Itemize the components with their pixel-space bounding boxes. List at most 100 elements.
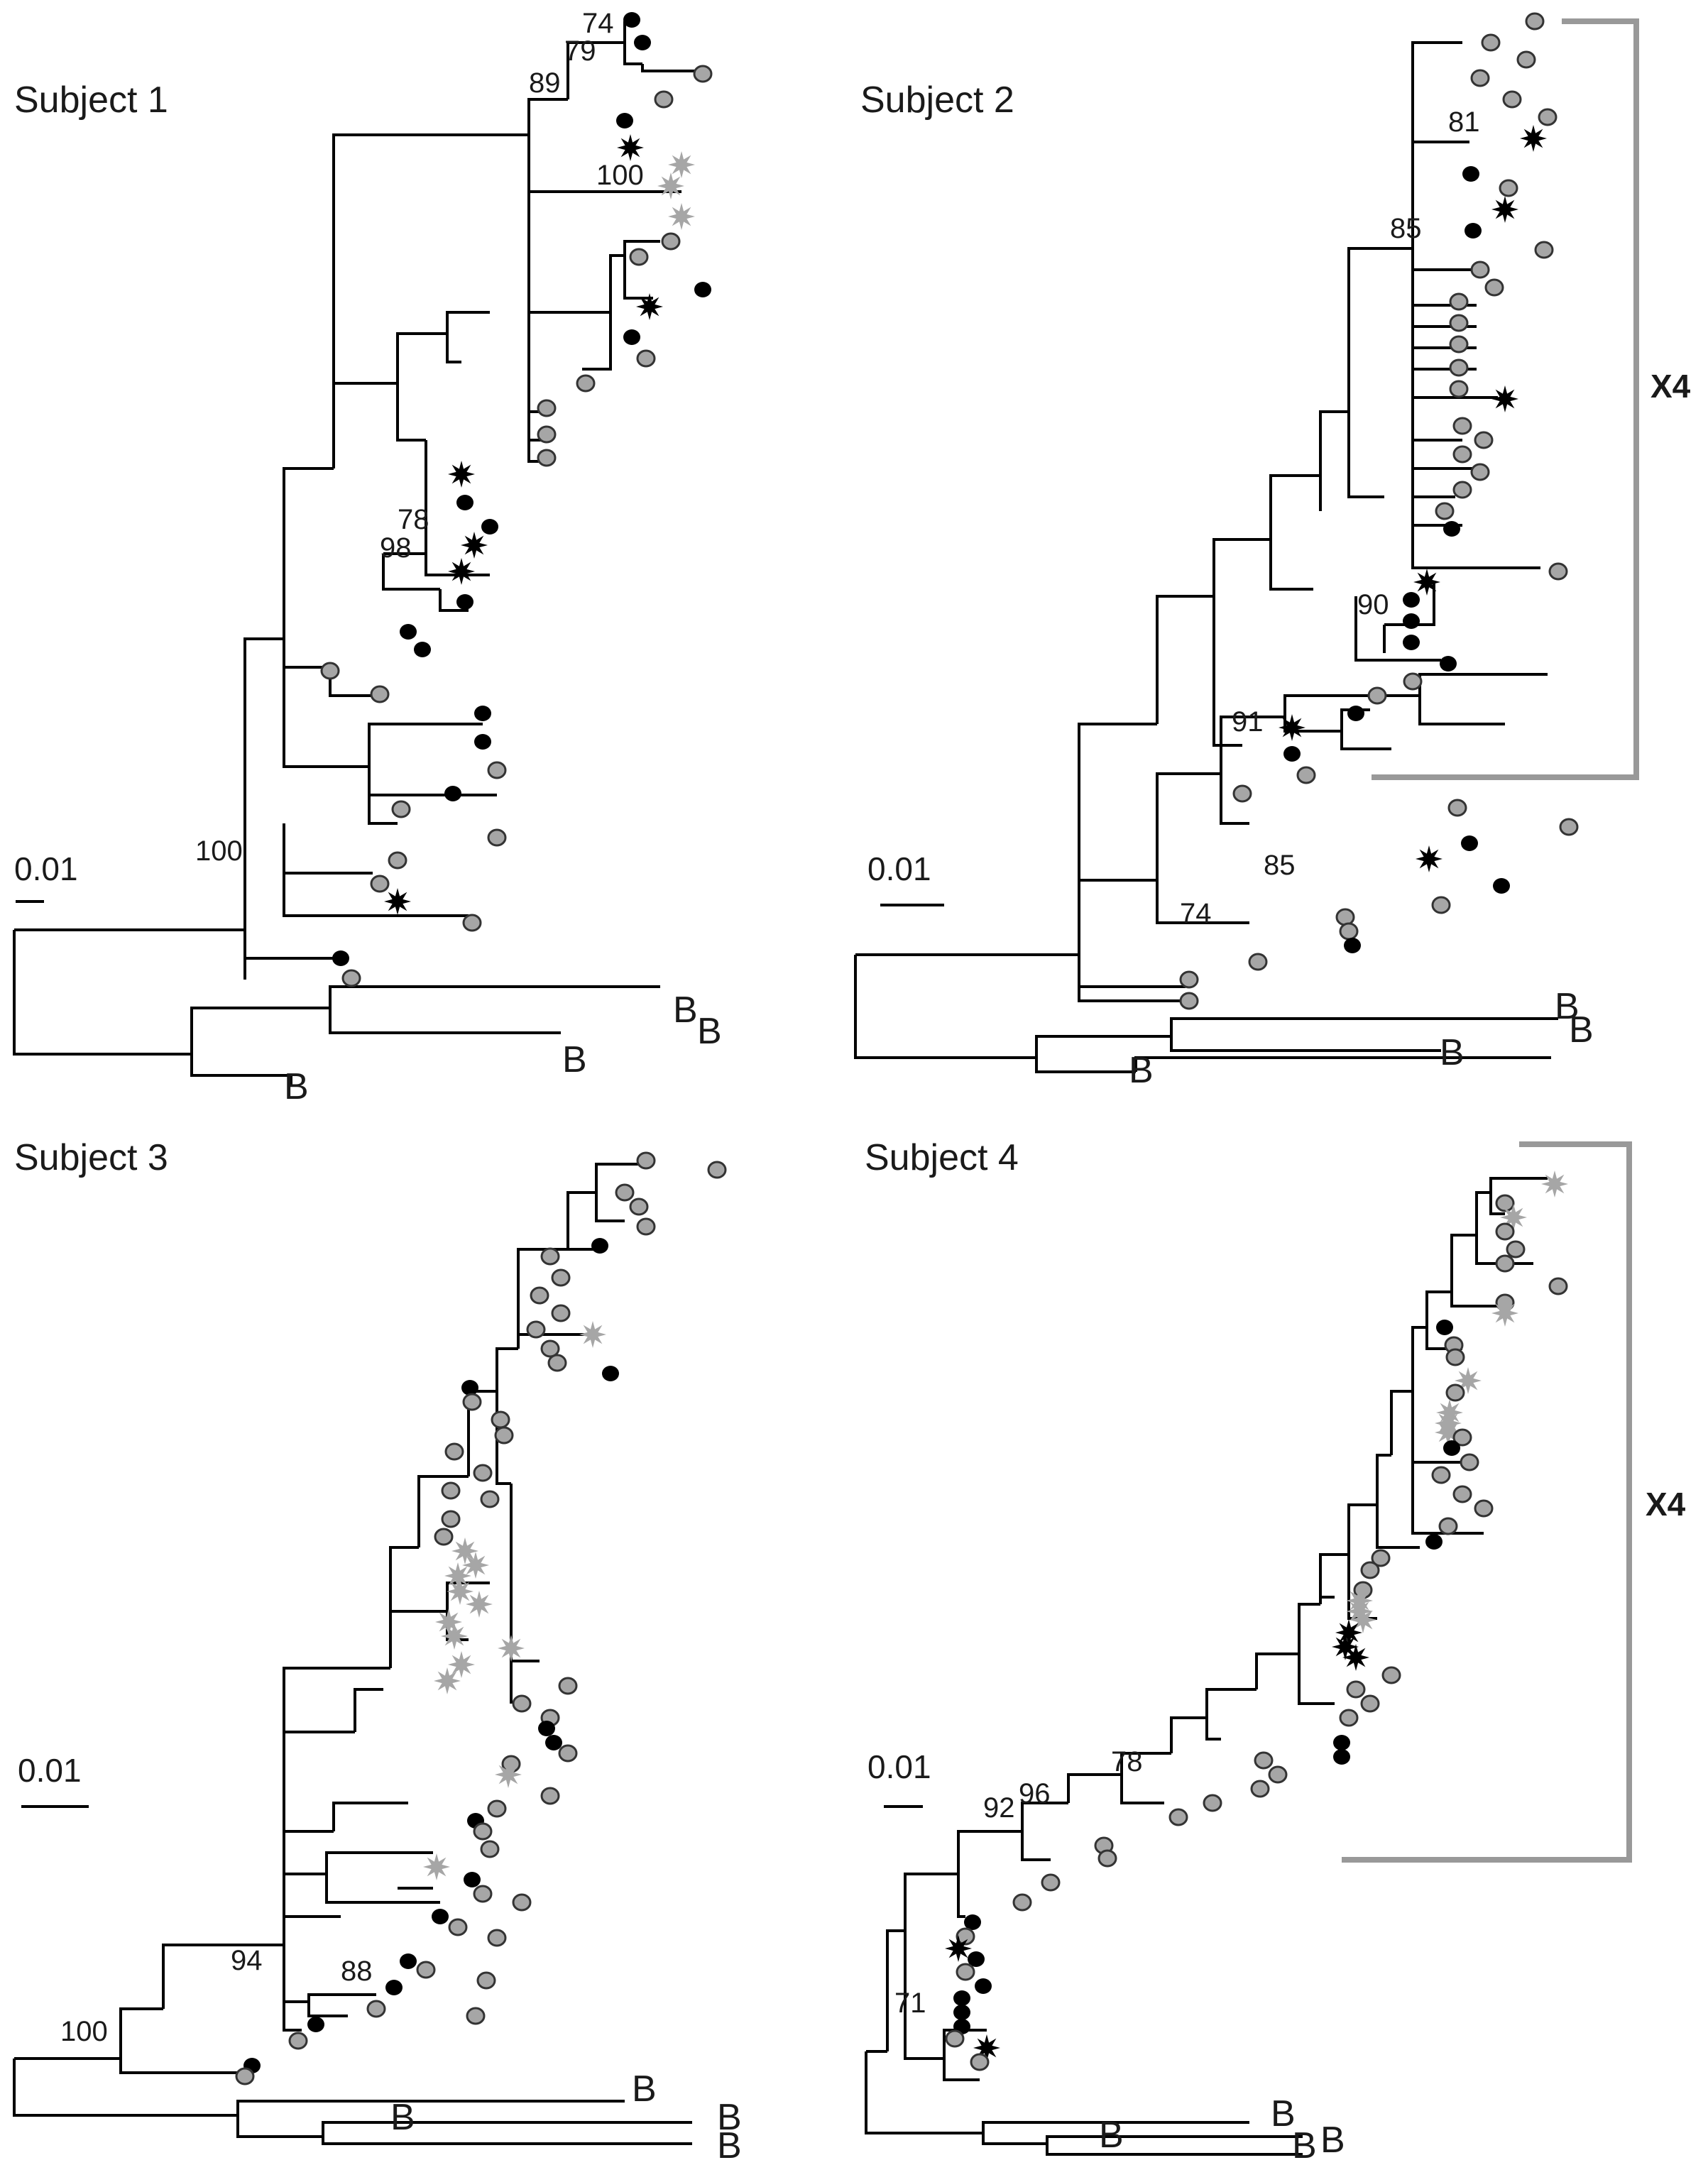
leaf-gray-circle xyxy=(1168,1808,1188,1826)
bootstrap-value: 85 xyxy=(1390,213,1422,244)
leaf-gray-circle xyxy=(1041,1873,1061,1892)
leaf-black-star xyxy=(1520,125,1547,152)
leaf-gray-circle xyxy=(1445,1383,1465,1402)
leaf-black-star xyxy=(1413,569,1440,596)
leaf-black-circle xyxy=(953,2005,970,2020)
leaf-black-circle xyxy=(1461,835,1478,851)
leaf-gray-circle xyxy=(341,969,361,987)
leaf-gray-circle xyxy=(945,2029,965,2048)
bootstrap-value: 100 xyxy=(195,835,243,867)
leaf-black-star xyxy=(1416,845,1443,872)
leaf-gray-circle xyxy=(1360,1561,1380,1579)
leaf-gray-circle xyxy=(1371,1549,1391,1567)
leaf-gray-circle xyxy=(1449,380,1469,398)
leaf-black-circle xyxy=(1443,1440,1460,1456)
leaf-black-circle xyxy=(307,2017,324,2032)
leaf-black-circle xyxy=(444,786,461,801)
leaf-gray-star xyxy=(441,1623,468,1650)
leaf-gray-star xyxy=(498,1635,525,1662)
outgroup-label: B xyxy=(284,1066,309,1107)
panel-title: Subject 2 xyxy=(860,80,1014,121)
leaf-gray-star xyxy=(466,1591,493,1618)
leaf-black-star xyxy=(945,1935,972,1962)
leaf-gray-circle xyxy=(1447,799,1467,817)
leaf-black-circle xyxy=(623,329,640,345)
leaf-gray-star xyxy=(447,1578,473,1605)
outgroup-label: B xyxy=(1292,2125,1317,2165)
tree-branches xyxy=(13,1163,692,2145)
leaf-gray-circle xyxy=(1470,261,1490,279)
bootstrap-value: 74 xyxy=(1180,898,1212,929)
leaf-black-circle xyxy=(1465,223,1482,239)
leaf-gray-circle xyxy=(1203,1794,1222,1812)
leaf-black-circle xyxy=(616,113,633,128)
bootstrap-value: 100 xyxy=(60,2016,108,2047)
tree-leaves xyxy=(945,1171,1568,2071)
leaf-gray-circle xyxy=(1445,1348,1465,1366)
leaf-gray-circle xyxy=(512,1893,532,1912)
outgroup-label: B xyxy=(1569,1009,1594,1051)
leaf-black-circle xyxy=(1283,746,1301,762)
leaf-gray-circle xyxy=(1012,1893,1032,1912)
leaf-black-circle xyxy=(1436,1320,1453,1335)
outgroup-label: B xyxy=(1440,1032,1465,1073)
leaf-black-star xyxy=(384,888,411,915)
leaf-gray-circle xyxy=(1435,502,1455,520)
leaf-black-star xyxy=(461,532,488,559)
panel-title: Subject 4 xyxy=(865,1137,1019,1178)
leaf-black-star xyxy=(636,293,663,320)
leaf-gray-circle xyxy=(636,349,656,368)
leaf-gray-circle xyxy=(1534,241,1554,259)
leaf-black-circle xyxy=(1347,706,1364,721)
leaf-gray-circle xyxy=(1452,481,1472,499)
leaf-gray-circle xyxy=(491,1410,510,1429)
leaf-black-circle xyxy=(1403,592,1420,608)
leaf-gray-circle xyxy=(1470,463,1490,481)
leaf-black-circle xyxy=(1440,656,1457,672)
scale-bar-label: 0.01 xyxy=(867,1748,931,1785)
leaf-gray-circle xyxy=(388,851,407,870)
leaf-gray-circle xyxy=(558,1744,578,1763)
leaf-gray-circle xyxy=(1481,33,1501,52)
outgroup-label: B xyxy=(562,1039,587,1080)
leaf-gray-circle xyxy=(1268,1765,1288,1784)
leaf-gray-circle xyxy=(540,1339,560,1358)
leaf-gray-circle xyxy=(235,2067,255,2085)
bootstrap-value: 96 xyxy=(1019,1778,1051,1809)
leaf-gray-circle xyxy=(1449,314,1469,332)
leaf-black-circle xyxy=(414,642,431,657)
leaf-gray-circle xyxy=(1449,292,1469,311)
leaf-gray-circle xyxy=(1438,1517,1458,1535)
leaf-gray-circle xyxy=(480,1490,500,1508)
leaf-black-star xyxy=(1342,1644,1369,1671)
tree-leaves xyxy=(235,1151,727,2085)
leaf-gray-circle xyxy=(1474,1499,1494,1518)
leaf-gray-circle xyxy=(1452,1485,1472,1503)
leaf-gray-circle xyxy=(1431,1466,1451,1484)
leaf-gray-circle xyxy=(1495,1194,1515,1212)
leaf-gray-circle xyxy=(416,1961,436,1979)
bootstrap-value: 94 xyxy=(231,1945,263,1976)
leaf-gray-star xyxy=(462,1552,489,1579)
leaf-black-circle xyxy=(545,1735,562,1750)
leaf-gray-star xyxy=(451,1538,478,1564)
leaf-gray-circle xyxy=(466,2007,486,2025)
leaf-gray-circle xyxy=(473,1822,493,1841)
leaf-gray-circle xyxy=(462,914,482,932)
leaf-black-circle xyxy=(400,1953,417,1969)
leaf-gray-circle xyxy=(441,1510,461,1528)
leaf-gray-circle xyxy=(480,1840,500,1858)
leaf-black-circle xyxy=(1403,613,1420,629)
bootstrap-value: 92 xyxy=(983,1792,1015,1824)
leaf-gray-circle xyxy=(391,800,411,818)
bootstrap-value: 89 xyxy=(529,67,561,99)
leaf-gray-star xyxy=(1491,1300,1518,1327)
leaf-gray-circle xyxy=(629,248,649,266)
bootstrap-value: 98 xyxy=(380,532,412,564)
leaf-gray-circle xyxy=(661,232,681,251)
panel-subject-1: Subject 1 74 79 89 100 78 98 100 0.01 B xyxy=(13,8,722,1107)
leaf-gray-circle xyxy=(654,90,674,109)
outgroup-label: B xyxy=(1129,1050,1154,1091)
panel-subject-4: Subject 4 78 92 96 71 0.01 X4 B B B B xyxy=(865,1137,1686,2165)
bootstrap-value: 79 xyxy=(564,35,596,67)
